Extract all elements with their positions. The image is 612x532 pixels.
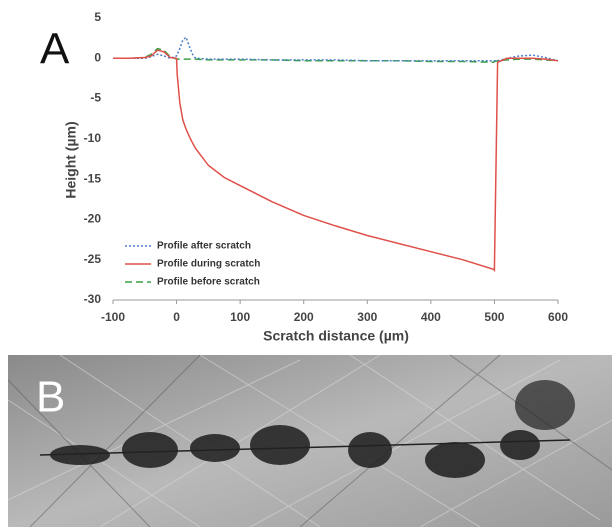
series-line	[113, 36, 559, 62]
micrograph	[7, 354, 612, 528]
y-tick-label: -25	[84, 252, 102, 266]
panel-label: A	[40, 25, 70, 74]
panel-label: B	[36, 373, 65, 422]
y-tick-label: -15	[84, 171, 102, 185]
series-line	[113, 47, 559, 64]
x-tick-label: 200	[294, 310, 314, 324]
y-tick-label: 5	[94, 10, 101, 24]
x-tick-label: 300	[357, 310, 377, 324]
axes: 5 0 -5 -10 -15 -20 -25 -30 -100 0 100 200 300 400 500 6…	[84, 10, 569, 324]
x-tick-label: 100	[230, 310, 250, 324]
x-tick-label: 600	[548, 310, 568, 324]
legend-label: Profile after scratch	[157, 241, 251, 252]
x-tick-label: -100	[101, 310, 125, 324]
series-line	[113, 49, 559, 273]
x-tick-label: 400	[421, 310, 441, 324]
y-tick-label: -10	[84, 131, 102, 145]
x-tick-label: 500	[484, 310, 504, 324]
x-axis-label: Scratch distance (µm)	[263, 328, 409, 344]
legend-label: Profile before scratch	[157, 277, 260, 288]
y-tick-label: -5	[90, 91, 101, 105]
y-tick-label: 0	[94, 50, 101, 64]
y-tick-label: -30	[84, 292, 102, 306]
legend-label: Profile during scratch	[157, 259, 260, 270]
y-axis-label: Height (µm)	[63, 121, 79, 198]
y-tick-label: -20	[84, 212, 102, 226]
x-tick-label: 0	[173, 310, 180, 324]
